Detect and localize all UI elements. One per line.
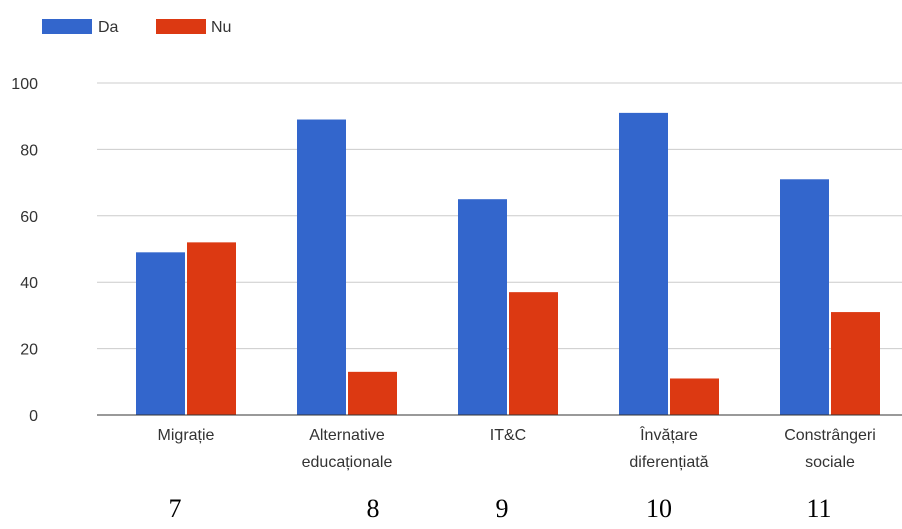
y-tick-label: 80 (20, 142, 38, 159)
legend-label-nu: Nu (211, 19, 231, 36)
y-axis-ticks: 0 20 40 60 80 100 (11, 76, 38, 425)
bar-nu-2 (348, 371, 397, 415)
bar-da-1 (136, 252, 185, 415)
bar-da-3 (458, 199, 507, 415)
legend: Da Nu (42, 19, 231, 36)
y-tick-label: 20 (20, 342, 38, 359)
bars (136, 112, 880, 416)
y-tick-label: 0 (29, 408, 38, 425)
x-category-label: Migrație (158, 427, 215, 444)
bar-da-2 (297, 119, 346, 416)
footer-number: 9 (496, 494, 509, 523)
y-tick-label: 60 (20, 209, 38, 226)
x-category-label: diferențiată (629, 454, 708, 471)
x-category-label: Învățare (639, 425, 698, 444)
bar-nu-3 (509, 292, 558, 415)
legend-label-da: Da (98, 19, 119, 36)
x-category-label: Constrângeri (784, 427, 876, 444)
footer-number: 11 (806, 494, 831, 523)
footer-numbers: 7 8 9 10 11 (169, 494, 832, 523)
bar-nu-5 (831, 312, 880, 415)
bar-nu-1 (187, 242, 236, 415)
footer-number: 10 (646, 494, 672, 523)
x-category-label: sociale (805, 454, 855, 471)
bar-nu-4 (670, 378, 719, 415)
x-category-label: IT&C (490, 427, 526, 444)
y-tick-label: 100 (11, 76, 38, 93)
bar-da-4 (619, 112, 668, 415)
footer-number: 8 (367, 494, 380, 523)
legend-swatch-nu (156, 19, 206, 34)
x-category-label: Alternative (309, 427, 385, 444)
footer-number: 7 (169, 494, 182, 523)
bar-da-5 (780, 179, 829, 415)
x-axis-labels: Migrație Alternative educaționale IT&C Învăț… (158, 425, 876, 471)
x-category-label: educaționale (302, 454, 393, 471)
legend-swatch-da (42, 19, 92, 34)
y-tick-label: 40 (20, 275, 38, 292)
